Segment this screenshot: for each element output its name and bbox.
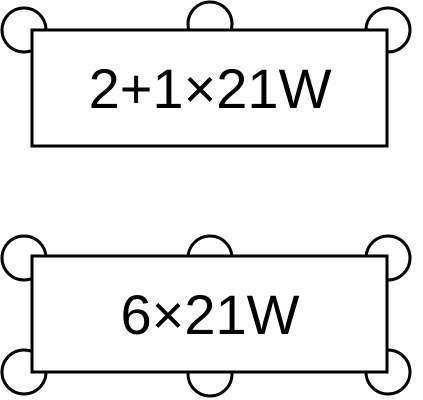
- relay-2-plus-1: 2+1×21W: [0, 0, 412, 148]
- relay-body: [30, 28, 389, 148]
- relay-label: 6×21W: [121, 283, 300, 346]
- relay-label: 2+1×21W: [89, 57, 332, 120]
- relay-body: [30, 254, 389, 374]
- relay-6x21w: 6×21W: [0, 234, 412, 398]
